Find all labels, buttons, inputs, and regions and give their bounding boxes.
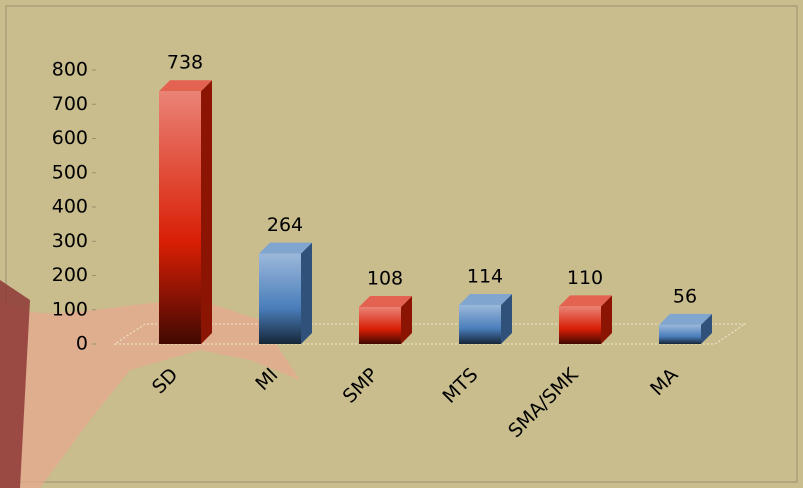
background	[0, 0, 803, 488]
data-label: 110	[567, 267, 603, 289]
y-tick-label: 0	[76, 333, 88, 355]
bar	[259, 254, 301, 344]
y-tick-label: 100	[52, 298, 88, 320]
page: {"chart_data": {"type": "bar3d", "catego…	[0, 0, 803, 488]
y-tick-label: 200	[52, 264, 88, 286]
y-tick-label: 500	[52, 161, 88, 183]
bar	[459, 305, 501, 344]
data-label: 56	[673, 285, 697, 307]
y-tick-label: 700	[52, 93, 88, 115]
chart: 0100200300400500600700800SD738MI264SMP10…	[0, 0, 803, 488]
data-label: 108	[367, 268, 403, 290]
y-tick-label: 600	[52, 127, 88, 149]
data-label: 738	[167, 52, 203, 74]
bar	[159, 91, 201, 344]
bar	[359, 307, 401, 344]
bar	[659, 325, 701, 344]
y-tick-label: 800	[52, 59, 88, 81]
bar	[559, 306, 601, 344]
data-label: 114	[467, 265, 503, 287]
bar-side	[301, 243, 312, 344]
y-tick-label: 300	[52, 230, 88, 252]
y-tick-label: 400	[52, 196, 88, 218]
bar-side	[201, 80, 212, 344]
data-label: 264	[267, 214, 303, 236]
